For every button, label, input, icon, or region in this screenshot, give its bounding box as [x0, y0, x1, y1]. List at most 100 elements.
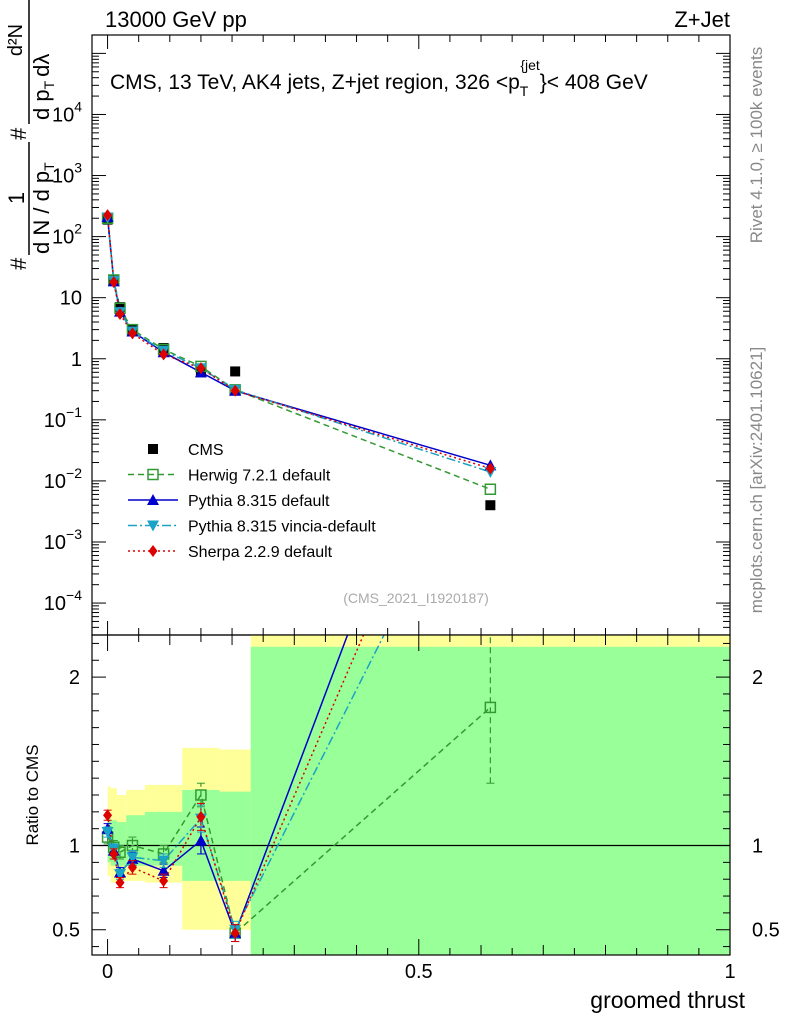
ylabel-frac1-den: d N / d pT — [29, 162, 57, 254]
main-ytick-label-exp: 3 — [74, 160, 82, 176]
plot-title: CMS, 13 TeV, AK4 jets, Z+jet region, 326… — [110, 57, 648, 99]
legend-label: Herwig 7.2.1 default — [188, 468, 331, 485]
main-ytick-label-exp: 4 — [74, 98, 82, 114]
main-ytick-label-exp: −4 — [66, 587, 82, 603]
main-ytick-label-base: 10 — [44, 471, 66, 493]
point-sherpa-2-2-9-default — [485, 462, 495, 475]
main-ytick-label-exp: −1 — [66, 404, 82, 420]
main-ytick-label: 103 — [52, 160, 82, 188]
ratio-point-pythia-8-315-default — [157, 864, 170, 876]
ratio-ylabel: Ratio to CMS — [23, 744, 42, 845]
ratio-point-sherpa-2-2-9-default — [109, 847, 119, 860]
ratio-xtick-label: 1 — [724, 961, 735, 983]
point-cms — [485, 500, 496, 511]
rivet-version-label: Rivet 4.1.0, ≥ 100k events — [747, 47, 766, 243]
ratio-ytick-label-right: 0.5 — [752, 920, 780, 942]
ratio-ytick-label-right: 1 — [752, 836, 763, 858]
ylabel-frac2-den-sub: T — [41, 80, 57, 89]
series-line-sherpa-2-2-9-default — [106, 215, 491, 470]
point-sherpa-2-2-9-default — [127, 327, 137, 340]
ratio-point-sherpa-2-2-9-default — [196, 810, 206, 823]
ratio-point-sherpa-2-2-9-default — [103, 809, 113, 822]
main-ytick-label-base: 10 — [60, 288, 82, 310]
ratio-xtick-label: 0.5 — [405, 961, 433, 983]
ratio-ytick-label: 2 — [69, 667, 80, 689]
ylabel-frac2-den-tail: dλ — [29, 54, 54, 77]
xaxis-label: groomed thrust — [590, 987, 745, 1013]
analysis-watermark: (CMS_2021_I1920187) — [343, 590, 489, 606]
plot-title-sup: {jet — [520, 57, 540, 73]
ylabel-hash-1: # — [6, 257, 31, 270]
plot-title-sub: T — [520, 83, 529, 99]
ratio-point-sherpa-2-2-9-default — [159, 874, 169, 887]
legend-label: Pythia 8.315 default — [188, 493, 330, 510]
main-ytick-label-base: 10 — [44, 410, 66, 432]
legend-label: Sherpa 2.2.9 default — [188, 544, 333, 561]
ratio-point-pythia-8-315-vincia-default — [114, 869, 127, 881]
ratio-ytick-label: 1 — [69, 836, 80, 858]
main-ylabel: # 1 d N / d pT # d²N d pTdλ — [4, 0, 57, 270]
ratio-point-sherpa-2-2-9-default — [486, 334, 495, 346]
main-ytick-label-exp: −2 — [66, 465, 82, 481]
ratio-point-pythia-8-315-default — [194, 834, 207, 846]
legend-marker — [147, 468, 159, 481]
ratio-line-sherpa-2-2-9-default — [106, 635, 365, 936]
point-cms — [230, 366, 241, 377]
main-ytick-label: 10−2 — [44, 465, 82, 493]
ratio-point-pythia-8-315-vincia-default — [484, 419, 496, 430]
ylabel-frac2-num: d²N — [5, 24, 27, 56]
ratio-xtick-label: 0 — [102, 961, 113, 983]
ylabel-frac2-den: d pTdλ — [29, 54, 57, 120]
legend-marker — [147, 520, 159, 532]
ylabel-frac1-den-text: d N / d p — [29, 171, 54, 254]
series-line-pythia-8-315-default — [106, 216, 491, 467]
main-ytick-label: 104 — [52, 98, 82, 126]
legend-label: Pythia 8.315 vincia-default — [188, 519, 376, 536]
main-ytick-label: 10 — [60, 288, 82, 310]
main-ytick-label-base: 10 — [52, 166, 74, 188]
ylabel-hash-2: # — [6, 127, 31, 140]
main-ytick-label-exp: −3 — [66, 526, 82, 542]
ratio-point-pythia-8-315-vincia-default — [126, 852, 139, 864]
ratio-panel: 0.5 0.5 1 1 2 2 0 0.5 1 Ratio to CMS groomed th… — [23, 250, 780, 1013]
point-sherpa-2-2-9-default — [109, 276, 119, 289]
uncertainty-band-green — [219, 791, 251, 881]
point-sherpa-2-2-9-default — [159, 348, 169, 361]
ratio-point-sherpa-2-2-9-default — [115, 876, 125, 889]
main-ytick-label: 102 — [52, 221, 82, 249]
point-sherpa-2-2-9-default — [115, 308, 125, 321]
ratio-point-pythia-8-315-default — [484, 250, 496, 261]
point-sherpa-2-2-9-default — [230, 384, 240, 397]
uncertainty-band-green — [116, 821, 127, 866]
mcplots-label: mcplots.cern.ch [arXiv:2401.10621] — [747, 347, 766, 613]
series-line-herwig-7-2-1-default — [106, 218, 491, 490]
ylabel-frac1-den-sub: T — [41, 162, 57, 171]
legend-marker — [148, 545, 158, 557]
ratio-point-herwig-7-2-1-default — [195, 789, 207, 801]
legend-marker — [147, 494, 159, 505]
ylabel-frac2-den-text: d p — [29, 89, 54, 120]
plot-title-main: CMS, 13 TeV, AK4 jets, Z+jet region, 326… — [110, 71, 520, 94]
main-ytick-label: 10−3 — [44, 526, 82, 554]
point-sherpa-2-2-9-default — [103, 209, 113, 222]
main-ytick-label: 10−1 — [44, 404, 82, 432]
main-ytick-label-base: 10 — [52, 227, 74, 249]
plot-title-tail: }< 408 GeV — [540, 71, 648, 94]
point-herwig-7-2-1-default — [484, 483, 497, 496]
main-ytick-label: 10−4 — [44, 587, 82, 615]
header-left-label: 13000 GeV pp — [105, 7, 247, 32]
legend: CMS Herwig 7.2.1 default Pythia 8.315 defa… — [128, 442, 376, 561]
main-ytick-label-base: 10 — [44, 593, 66, 615]
main-ytick-label-base: 10 — [52, 104, 74, 126]
legend-marker — [148, 444, 158, 454]
ratio-point-pythia-8-315-vincia-default — [101, 827, 114, 839]
header-right-label: Z+Jet — [674, 7, 730, 32]
main-ytick-label-exp: 2 — [74, 221, 82, 237]
ratio-point-sherpa-2-2-9-default — [230, 927, 240, 940]
main-ytick-label-base: 1 — [71, 349, 82, 371]
main-ytick-label-base: 10 — [44, 532, 66, 554]
main-ytick-label: 1 — [71, 349, 82, 371]
